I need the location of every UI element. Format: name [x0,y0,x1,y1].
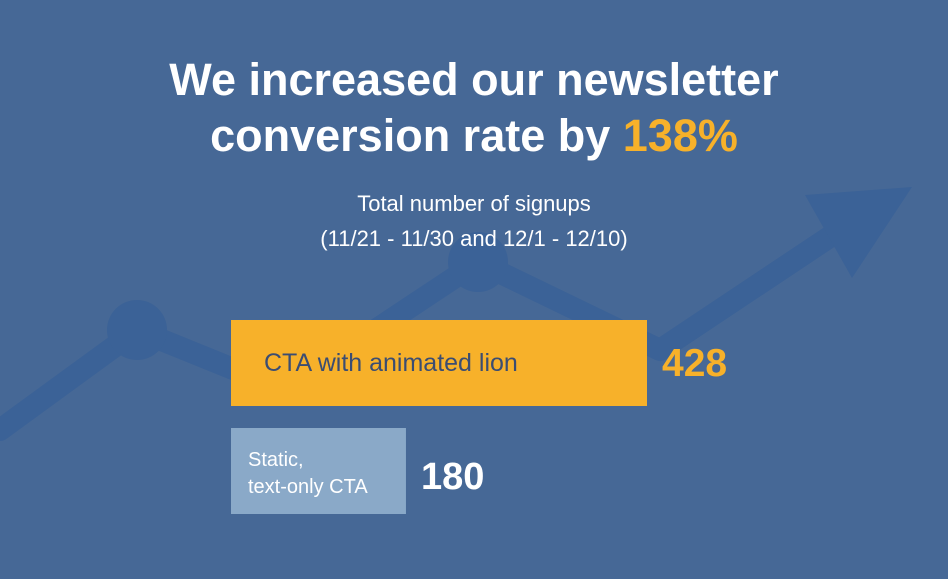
headline: We increased our newsletter conversion r… [0,52,948,164]
subtitle-line-1: Total number of signups [357,191,591,216]
bar-label-1-line-1: CTA with animated lion [264,349,518,377]
headline-percentage: 138% [622,110,738,161]
bar-2 [231,428,406,514]
headline-line-2-prefix: conversion rate by [210,110,611,161]
bar-label-2-line-2: text-only CTA [248,476,368,498]
value-label-2: 180 [421,456,484,498]
subtitle-line-2: (11/21 - 11/30 and 12/1 - 12/10) [320,226,628,251]
bar-label-2-line-1: Static, [248,449,304,471]
chart-subtitle: Total number of signups (11/21 - 11/30 a… [0,186,948,256]
headline-line-1: We increased our newsletter [169,54,779,105]
bar-1 [231,320,647,406]
value-label-1: 428 [662,342,727,385]
